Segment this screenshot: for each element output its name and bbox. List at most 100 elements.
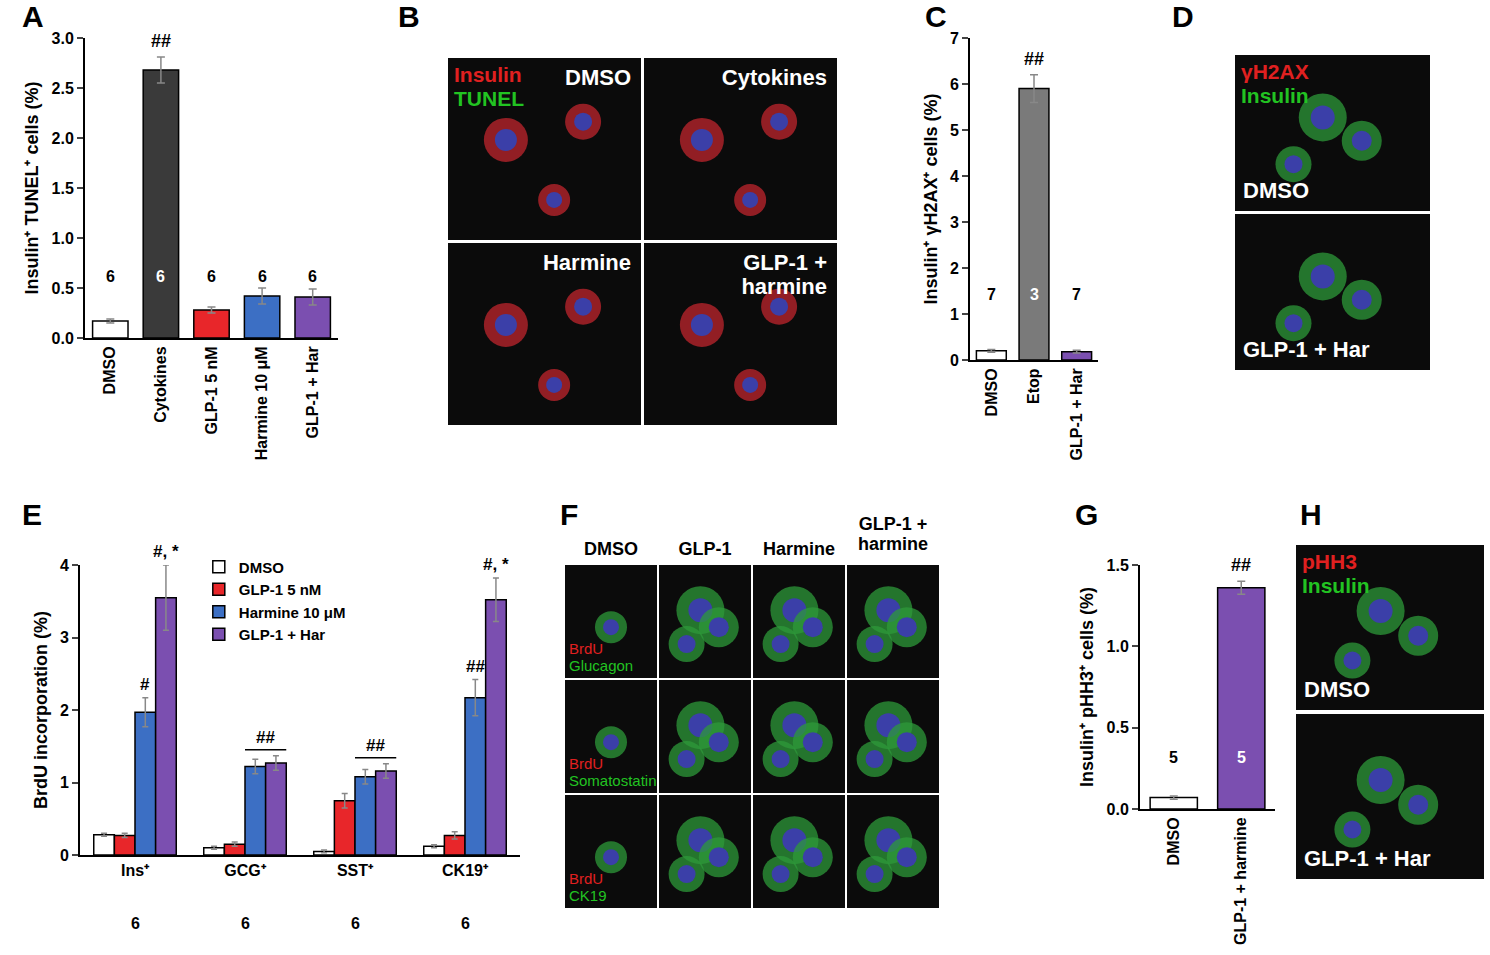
html-text:DMSO: DMSO xyxy=(565,65,631,90)
svg-text:Insulin⁺ TUNEL⁺ cells (%): Insulin⁺ TUNEL⁺ cells (%) xyxy=(22,81,42,294)
html-text:GLP-1: GLP-1 xyxy=(678,539,732,559)
html-text:Insulin: Insulin xyxy=(1302,574,1370,597)
html-text:BrdU: BrdU xyxy=(569,869,604,887)
svg-text:6: 6 xyxy=(131,915,140,932)
html-text:DMSO: DMSO xyxy=(584,539,638,559)
html-text:γH2AX: γH2AX xyxy=(1241,60,1309,83)
svg-text:1: 1 xyxy=(60,774,69,791)
html-text:DMSO: DMSO xyxy=(1304,676,1370,702)
svg-text:3: 3 xyxy=(1030,286,1039,303)
svg-text:6: 6 xyxy=(950,76,959,93)
html-text:G: G xyxy=(1075,498,1099,531)
svg-text:BrdU incorporation (%): BrdU incorporation (%) xyxy=(31,611,51,809)
svg-text:##: ## xyxy=(256,728,275,747)
svg-text:0.5: 0.5 xyxy=(1107,719,1129,736)
svg-text:GLP-1 + Har: GLP-1 + Har xyxy=(1068,368,1085,460)
svg-text:GLP-1 + Har: GLP-1 + Har xyxy=(304,346,321,438)
svg-text:6: 6 xyxy=(156,268,165,285)
html-text:B: B xyxy=(398,0,420,33)
svg-text:6: 6 xyxy=(207,268,216,285)
html-text:Insulin: Insulin xyxy=(1241,84,1309,107)
svg-text:4: 4 xyxy=(950,168,959,185)
html-text:GLP-1 + harmine: GLP-1 + harmine xyxy=(858,514,928,554)
html-text:Insulin: Insulin xyxy=(454,63,522,86)
html-text:DMSO: DMSO xyxy=(1243,177,1309,203)
svg-text:DMSO: DMSO xyxy=(102,346,119,394)
svg-text:DMSO: DMSO xyxy=(239,559,284,576)
html-text:Harmine: Harmine xyxy=(763,539,835,559)
svg-text:Insulin⁺ pHH3⁺ cells (%): Insulin⁺ pHH3⁺ cells (%) xyxy=(1077,587,1097,787)
svg-text:1.0: 1.0 xyxy=(52,230,74,247)
svg-text:0.0: 0.0 xyxy=(52,330,74,347)
svg-text:##: ## xyxy=(1024,49,1044,69)
svg-text:1.5: 1.5 xyxy=(1107,557,1129,574)
svg-text:GLP-1 + Har: GLP-1 + Har xyxy=(239,626,325,643)
svg-text:7: 7 xyxy=(950,30,959,47)
svg-text:0: 0 xyxy=(60,847,69,864)
svg-text:GCG⁺: GCG⁺ xyxy=(224,862,266,879)
svg-text:4: 4 xyxy=(60,557,69,574)
html-text:D: D xyxy=(1172,0,1194,33)
svg-text:##: ## xyxy=(466,657,485,676)
html-text:Harmine: Harmine xyxy=(543,250,631,275)
svg-text:5: 5 xyxy=(950,122,959,139)
svg-text:5: 5 xyxy=(1169,749,1178,766)
svg-text:7: 7 xyxy=(987,286,996,303)
svg-text:3.0: 3.0 xyxy=(52,30,74,47)
svg-text:1.0: 1.0 xyxy=(1107,638,1129,655)
svg-text:DMSO: DMSO xyxy=(983,368,1000,416)
html-text:BrdU: BrdU xyxy=(569,754,604,772)
svg-text:0.0: 0.0 xyxy=(1107,801,1129,818)
svg-text:SST⁺: SST⁺ xyxy=(337,862,374,879)
svg-text:Insulin⁺ γH2AX⁺ cells (%): Insulin⁺ γH2AX⁺ cells (%) xyxy=(921,93,941,304)
svg-text:1.5: 1.5 xyxy=(52,180,74,197)
svg-text:3: 3 xyxy=(60,629,69,646)
html-text:pHH3: pHH3 xyxy=(1302,550,1357,573)
html-text:GLP-1 + Har: GLP-1 + Har xyxy=(1304,845,1431,871)
svg-text:2.5: 2.5 xyxy=(52,80,74,97)
svg-text:6: 6 xyxy=(351,915,360,932)
svg-text:Ins⁺: Ins⁺ xyxy=(121,862,150,879)
svg-text:GLP-1 5 nM: GLP-1 5 nM xyxy=(203,346,220,434)
svg-text:6: 6 xyxy=(106,268,115,285)
html-text:TUNEL: TUNEL xyxy=(454,87,524,110)
svg-text:1: 1 xyxy=(950,306,959,323)
svg-text:6: 6 xyxy=(241,915,250,932)
svg-text:2.0: 2.0 xyxy=(52,130,74,147)
html-text:A: A xyxy=(22,0,44,33)
svg-text:##: ## xyxy=(366,736,385,755)
svg-text:Harmine 10 μM: Harmine 10 μM xyxy=(239,604,346,621)
html-text:GLP-1 + harmine: GLP-1 + harmine xyxy=(741,250,827,300)
html-text:Glucagon: Glucagon xyxy=(569,656,634,674)
html-text:C: C xyxy=(925,0,947,33)
svg-text:GLP-1 5 nM: GLP-1 5 nM xyxy=(239,581,322,598)
svg-text:GLP-1 + harmine: GLP-1 + harmine xyxy=(1232,817,1249,945)
svg-text:Etop: Etop xyxy=(1025,368,1042,404)
svg-text:7: 7 xyxy=(1072,286,1081,303)
svg-text:6: 6 xyxy=(258,268,267,285)
svg-text:Harmine 10 μM: Harmine 10 μM xyxy=(253,346,270,460)
svg-text:#, *: #, * xyxy=(153,542,179,561)
svg-text:0: 0 xyxy=(950,352,959,369)
svg-text:2: 2 xyxy=(950,260,959,277)
html-text:E: E xyxy=(22,498,42,531)
html-text:GLP-1 + Har: GLP-1 + Har xyxy=(1243,336,1370,362)
html-text:H: H xyxy=(1300,498,1322,531)
svg-text:6: 6 xyxy=(308,268,317,285)
html-text:Somatostatin: Somatostatin xyxy=(569,771,657,789)
html-text:F: F xyxy=(560,498,579,531)
svg-text:#: # xyxy=(140,675,150,694)
svg-text:##: ## xyxy=(1231,555,1251,575)
svg-text:5: 5 xyxy=(1237,749,1246,766)
svg-text:2: 2 xyxy=(60,702,69,719)
svg-text:3: 3 xyxy=(950,214,959,231)
html-text:Cytokines: Cytokines xyxy=(721,65,827,90)
svg-text:#, *: #, * xyxy=(483,555,509,574)
svg-text:Cytokines: Cytokines xyxy=(152,346,169,423)
svg-text:6: 6 xyxy=(461,915,470,932)
svg-text:CK19⁺: CK19⁺ xyxy=(442,862,489,879)
svg-text:##: ## xyxy=(151,31,171,51)
html-text:BrdU: BrdU xyxy=(569,639,604,657)
svg-text:DMSO: DMSO xyxy=(1165,817,1182,865)
svg-text:0.5: 0.5 xyxy=(52,280,74,297)
